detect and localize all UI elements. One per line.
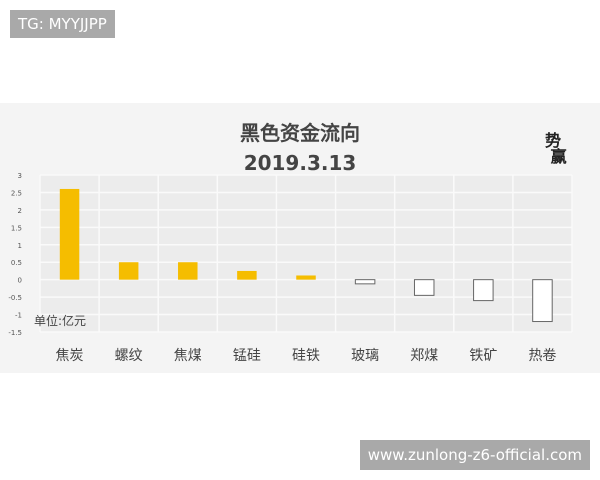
y-tick-label: 0.5 [11, 259, 22, 267]
unit-annotation: 单位:亿元 [34, 313, 86, 328]
watermark-bottom-right: www.zunlong-z6-official.com [359, 440, 590, 470]
y-tick-label: 2.5 [11, 189, 22, 197]
logo: 势 赢 [545, 131, 567, 166]
x-tick-label: 焦煤 [174, 348, 202, 364]
x-tick-label: 郑煤 [410, 348, 438, 364]
bar [59, 188, 80, 280]
watermark-top-left: TG: MYYJJPP [10, 10, 115, 38]
y-tick-label: 1 [18, 242, 22, 250]
y-tick-label: 3 [18, 172, 22, 180]
chart-subtitle: 2019.3.13 [243, 151, 357, 175]
y-tick-label: -0.5 [8, 294, 22, 302]
x-tick-label: 玻璃 [351, 347, 379, 364]
bar [354, 279, 376, 285]
x-tick-label: 铁矿 [469, 348, 497, 364]
y-tick-label: -1 [15, 312, 22, 320]
bar [237, 270, 257, 280]
x-tick-label: 焦炭 [56, 348, 84, 364]
y-tick-label: 1.5 [11, 224, 22, 232]
bar [473, 279, 494, 302]
x-tick-label: 硅铁 [292, 348, 320, 364]
y-tick-label: 2 [18, 207, 22, 215]
x-tick-label: 锰硅 [233, 348, 261, 364]
chart-title: 黑色资金流向 [240, 121, 360, 145]
y-tick-label: -1.5 [8, 329, 22, 337]
bar [296, 275, 316, 280]
x-tick-label: 热卷 [528, 348, 556, 364]
bar [413, 279, 435, 296]
x-tick-label: 螺纹 [115, 348, 143, 364]
plot-area [40, 175, 572, 332]
bar [532, 279, 553, 323]
y-tick-label: 0 [18, 277, 22, 285]
bar [118, 262, 139, 280]
bar [178, 262, 198, 280]
